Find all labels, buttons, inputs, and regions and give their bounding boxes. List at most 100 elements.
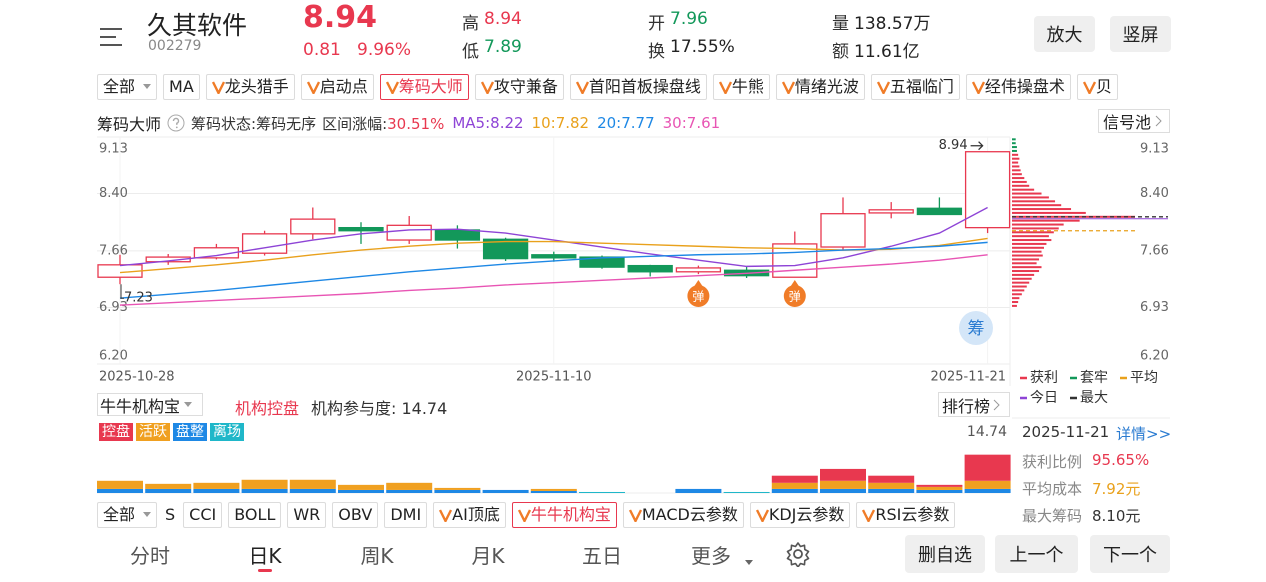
nav-item[interactable]: 周K [360, 544, 394, 568]
v-icon [211, 81, 225, 94]
stacked-bar [964, 480, 1011, 489]
chip-bar [1012, 146, 1017, 149]
tag-row: 控盘 活跃 盘整 离场 [99, 423, 244, 441]
v-icon [517, 509, 531, 522]
tab[interactable]: 启动点 [300, 74, 374, 100]
nav-button[interactable]: 下一个 [1090, 535, 1170, 573]
chip-bar [1012, 142, 1016, 145]
tab[interactable]: RSI云参数 [856, 502, 956, 528]
tag: 活跃 [136, 423, 170, 441]
rank-button[interactable]: 排行榜 [938, 392, 1010, 417]
candle-body [290, 218, 336, 235]
tab[interactable]: 牛熊 [712, 74, 770, 100]
signal-button[interactable]: 信号池 [1098, 109, 1170, 133]
nav-button[interactable]: 上一个 [995, 535, 1078, 573]
stacked-bar [145, 488, 192, 493]
chip-bar [1012, 246, 1044, 249]
candle-body [434, 229, 481, 241]
inst-selector[interactable]: 牛牛机构宝 [97, 393, 203, 416]
chevron [1155, 115, 1162, 127]
tab[interactable]: MA [163, 74, 200, 100]
y-tick-label-right: 8.40 [1140, 186, 1169, 201]
tag: 盘整 [173, 423, 207, 441]
tab[interactable]: KDJ云参数 [749, 502, 851, 528]
v-icon [628, 509, 642, 522]
v-icon [876, 81, 890, 94]
chip-bar [1012, 219, 1080, 222]
ma-line [119, 241, 988, 299]
stock-name: 久其软件 [147, 11, 248, 40]
tab[interactable]: BOLL [228, 502, 282, 528]
stacked-bar [916, 489, 963, 493]
stacked-bar [482, 489, 529, 493]
stacked-bar [386, 482, 433, 490]
menu-icon[interactable] [99, 26, 125, 48]
side-label: 获利比例 [1022, 453, 1083, 471]
chip-bar [1012, 297, 1020, 300]
tab[interactable]: AI顶底 [433, 502, 506, 528]
nav-item[interactable]: 更多 [691, 544, 731, 568]
chip-bar [1012, 273, 1035, 276]
tab[interactable]: 筹码大师 [379, 74, 469, 100]
v-icon [755, 509, 769, 522]
tab-label: 牛牛机构宝 [530, 505, 611, 524]
chip-bar [1012, 204, 1062, 207]
tab[interactable]: 龙头猎手 [205, 74, 295, 100]
tab[interactable]: 首阳首板操盘线 [569, 74, 707, 100]
range-value: 30.51% [387, 114, 445, 133]
annotation-pointer [120, 284, 124, 299]
legend-label: 最大 [1080, 390, 1108, 406]
y-tick-label-right: 6.20 [1140, 349, 1169, 364]
tab-label: S [165, 505, 176, 524]
range-label: 区间涨幅: [322, 114, 388, 133]
tab-label: CCI [189, 505, 217, 524]
signal-marker [694, 280, 703, 286]
nav-item[interactable]: 日K [248, 544, 282, 568]
header-button[interactable]: 竖屏 [1110, 16, 1171, 52]
candle-body [916, 207, 963, 216]
chip-button[interactable] [959, 311, 993, 345]
chip-bar [1012, 169, 1021, 172]
side-detail[interactable]: 详情>> [1116, 425, 1172, 443]
tab[interactable]: 五福临门 [870, 74, 960, 100]
tab[interactable]: 牛牛机构宝 [511, 502, 617, 528]
tab[interactable]: 全部 [97, 74, 158, 100]
nav-item[interactable]: 分时 [130, 544, 170, 568]
tab[interactable]: MACD云参数 [622, 502, 744, 528]
tab[interactable]: 经伟操盘术 [965, 74, 1071, 100]
chip-bar [1012, 231, 1054, 234]
inst-selector-label: 牛牛机构宝 [100, 396, 181, 416]
tab[interactable]: CCI [183, 502, 223, 528]
rank-label: 排行榜 [942, 396, 991, 416]
candle-body [868, 209, 914, 214]
legend-label: 套牢 [1080, 370, 1108, 386]
tab[interactable]: 贝 [1076, 74, 1118, 100]
tab-label: 龙头猎手 [224, 77, 289, 96]
tab[interactable]: WR [287, 502, 327, 528]
candle-body [338, 226, 384, 232]
tab[interactable]: 全部 [97, 502, 158, 528]
y-tick-label-right: 9.13 [1140, 142, 1169, 157]
tab[interactable]: S [163, 502, 177, 528]
stacked-bar [338, 484, 384, 490]
chip-bar [1012, 227, 1059, 230]
nav-item[interactable]: 五日 [582, 544, 622, 568]
chevron [993, 399, 1000, 410]
tab[interactable]: OBV [332, 502, 379, 528]
stacked-bar [530, 490, 577, 493]
tab-label: 经伟操盘术 [984, 77, 1065, 96]
nav-button[interactable]: 删自选 [905, 535, 985, 573]
settings-icon[interactable] [785, 541, 811, 567]
tab-label: 牛熊 [731, 77, 764, 96]
side-value: 8.10元 [1092, 507, 1141, 525]
tab[interactable]: 攻守兼备 [474, 74, 564, 100]
stacked-bar [868, 488, 915, 493]
chip-bar [1012, 285, 1027, 288]
y-tick-label: 7.66 [99, 243, 128, 258]
header-button[interactable]: 放大 [1034, 16, 1095, 52]
x-tick-label: 2025-10-28 [99, 370, 175, 385]
v-icon [718, 81, 732, 94]
nav-item[interactable]: 月K [471, 544, 505, 568]
tab[interactable]: 情绪光波 [775, 74, 865, 100]
tab[interactable]: DMI [384, 502, 428, 528]
